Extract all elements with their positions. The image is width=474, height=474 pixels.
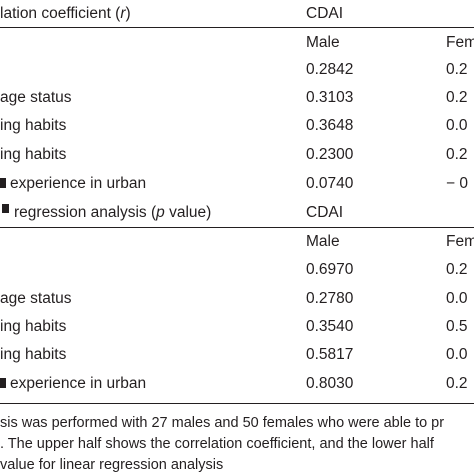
table-cell-female: 0.0 <box>446 346 468 363</box>
section2-title-close: value) <box>164 204 212 221</box>
table-cell-female: 0.2 <box>446 261 468 278</box>
table-cell-male: 0.2300 <box>306 146 354 163</box>
section2-col-male: Male <box>306 233 340 250</box>
table-cell-female: 0.0 <box>446 117 468 134</box>
section2-header-rule <box>0 227 474 228</box>
table-row-label: experience in urban <box>10 375 147 392</box>
table-row-label: age status <box>0 89 72 106</box>
table-cell-male: 0.6970 <box>306 261 354 278</box>
section1-header-rule <box>0 27 474 28</box>
cropped-glyph-mark <box>2 204 9 213</box>
table-cell-female: 0.2 <box>446 61 468 78</box>
table-row-label-wrap: experience in urban <box>0 175 146 193</box>
table-row-label: experience in urban <box>10 175 147 192</box>
table-cell-male: 0.5817 <box>306 346 354 363</box>
table-cell-male: 0.3540 <box>306 318 354 335</box>
table-row-label: ing habits <box>0 318 67 335</box>
table-cell-male: 0.0740 <box>306 175 354 192</box>
table-cell-male: 0.2780 <box>306 290 354 307</box>
section2-title-text: regression analysis ( <box>14 204 157 221</box>
table-cell-male: 0.3648 <box>306 117 354 134</box>
section1-col-group: CDAI <box>306 5 344 22</box>
section1-title-variable: r <box>120 5 126 22</box>
section2-title-variable: p <box>156 204 165 221</box>
section1-col-male: Male <box>306 34 340 51</box>
cropped-glyph-mark <box>0 378 6 388</box>
table-row-label: age status <box>0 290 72 307</box>
section2-col-group: CDAI <box>306 204 344 221</box>
footnote-line: . The upper half shows the correlation c… <box>0 436 434 452</box>
table-row-label-wrap: experience in urban <box>0 375 146 393</box>
table-cell-female: 0.5 <box>446 318 468 335</box>
table-row-label: ing habits <box>0 346 67 363</box>
footnote-line: sis was performed with 27 males and 50 f… <box>0 415 445 431</box>
table-cell-male: 0.2842 <box>306 61 354 78</box>
section1-title-close: ) <box>125 5 131 22</box>
table-cell-female: 0.0 <box>446 290 468 307</box>
table-bottom-rule <box>0 403 474 404</box>
section1-col-female: Fem <box>446 34 474 51</box>
table-cell-female: 0.2 <box>446 375 468 392</box>
table-cell-female: − 0 <box>446 175 468 192</box>
cropped-glyph-mark <box>0 178 6 188</box>
table-row-label: ing habits <box>0 117 67 134</box>
section2-title: regression analysis (p value) <box>0 204 211 222</box>
footnote-line: value for linear regression analysis <box>0 457 224 473</box>
table-cell-male: 0.8030 <box>306 375 354 392</box>
section2-col-female: Fem <box>446 233 474 250</box>
table-row-label: ing habits <box>0 146 67 163</box>
section1-title-text: lation coefficient ( <box>0 5 121 22</box>
table-cell-male: 0.3103 <box>306 89 354 106</box>
table-cell-female: 0.2 <box>446 146 468 163</box>
table-cell-female: 0.2 <box>446 89 468 106</box>
section1-title: lation coefficient (r) <box>0 5 131 23</box>
